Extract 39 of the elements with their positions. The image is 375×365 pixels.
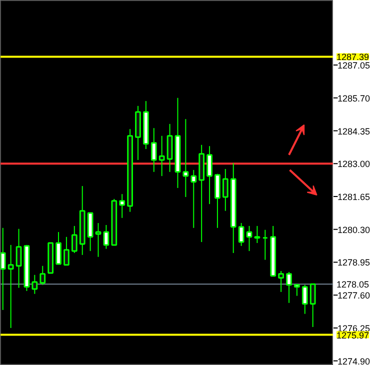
candlestick [103,224,110,250]
candlestick [310,283,316,328]
candlestick [95,222,102,258]
candlestick [16,228,22,288]
candlestick [214,173,220,228]
candlestick [286,271,292,304]
candlestick [182,118,189,198]
ref-line-label: 1278.05 [336,280,370,290]
candlestick [166,123,173,172]
candlestick [278,270,284,292]
y-tick-label: 1284.35 [338,126,370,136]
candlestick [64,236,70,266]
y-tick-label: 1287.05 [338,60,370,71]
candlestick [302,284,308,314]
ref-line-label: 1287.39 [336,52,370,62]
candlestick [150,128,157,172]
candlestick [254,225,260,244]
candlestick [246,225,252,252]
candlestick [238,222,244,246]
candlestick [206,146,212,205]
y-tick-label: 1278.95 [338,258,370,268]
candlestick [158,135,165,177]
candlestick [56,232,62,265]
y-tick-label: 1283.00 [338,159,370,170]
y-tick-label: 1285.70 [338,93,370,104]
y-tick-label: 1274.90 [338,356,370,365]
candlestick [222,168,228,212]
candlestick [119,194,126,218]
candlestick [71,225,78,254]
candlestick [32,274,38,294]
candlestick [40,265,46,286]
y-tick-label: 1277.60 [338,290,370,301]
candlestick [0,227,6,310]
candlestick [190,169,197,228]
ref-line-label: 1275.97 [336,330,370,340]
candlestick [87,212,94,252]
y-tick-label: 1280.30 [338,224,370,235]
y-tick-label: 1281.65 [338,192,370,202]
candlestick [8,244,14,328]
